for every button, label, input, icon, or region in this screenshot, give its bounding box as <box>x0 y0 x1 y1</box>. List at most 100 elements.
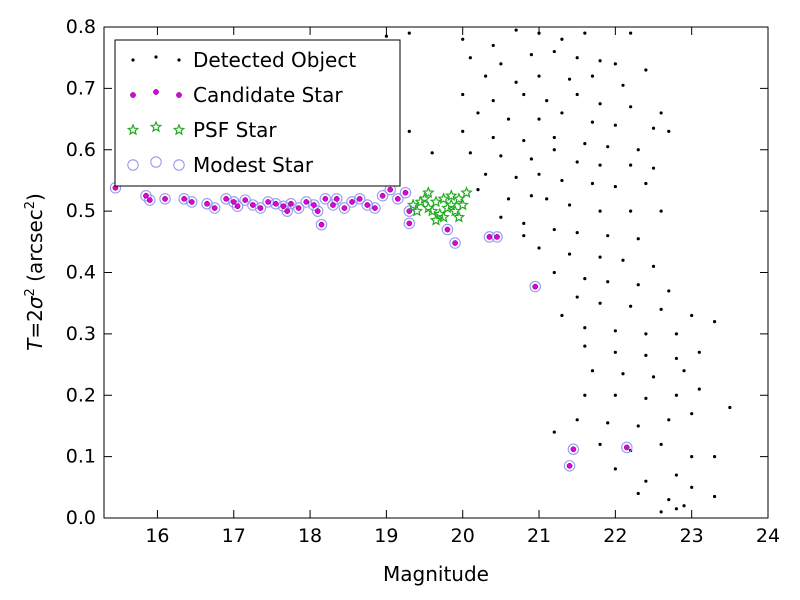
legend-marker-psf-star <box>126 120 186 136</box>
psf-star-legend-symbol <box>172 123 186 136</box>
y-tick-label: 0.7 <box>66 77 96 99</box>
modest-star-point <box>159 193 171 205</box>
psf-star-point <box>429 195 443 208</box>
detected-object-point <box>461 37 465 41</box>
legend-marker-candidate-star <box>130 89 182 98</box>
detected-object-point <box>583 277 587 281</box>
detected-object-point <box>674 332 679 336</box>
candidate-star-point <box>364 202 371 208</box>
axis-ticks: 16 17 18 19 20 21 22 23 24 0.0 0.1 0.2 0.3 0.4 0.5 0.6 0… <box>66 16 780 547</box>
psf-star-point <box>445 198 458 211</box>
detected-object-point <box>651 264 656 268</box>
psf-star-point <box>441 201 454 214</box>
legend-marker-detected-object <box>131 55 181 62</box>
candidate-star-point <box>486 234 493 240</box>
modest-star-point <box>144 194 156 206</box>
detected-object-point <box>629 105 633 109</box>
detected-object-point <box>613 467 617 471</box>
detected-object-point <box>583 326 587 330</box>
candidate-star-point <box>356 196 363 202</box>
modest-star-point <box>621 441 633 454</box>
modest-star-point <box>369 202 381 214</box>
detected-object-point <box>644 396 648 400</box>
psf-star-point <box>452 192 466 205</box>
candidate-star-point <box>330 202 336 208</box>
psf-star-point <box>452 210 466 223</box>
detected-object-point <box>621 372 625 376</box>
detected-object-point <box>575 295 579 299</box>
psf-star-point <box>437 210 450 223</box>
legend-marker-modest-star <box>127 156 185 171</box>
modest-star-point <box>311 205 324 217</box>
detected-object-point <box>484 172 488 176</box>
x-tick-label: 16 <box>145 525 169 547</box>
series-detected-object <box>384 28 732 514</box>
detected-object-point <box>575 92 579 97</box>
detected-object-point <box>598 301 602 305</box>
detected-object-point <box>491 43 495 48</box>
detected-object-point <box>697 350 701 354</box>
psf-star-point <box>437 192 450 205</box>
detected-object-point <box>636 491 640 496</box>
detected-object-point <box>461 129 465 133</box>
candidate-star-point <box>272 200 279 207</box>
modest-star-point <box>227 196 240 208</box>
detected-object-point <box>560 37 564 41</box>
x-axis-label: Magnitude <box>383 562 489 586</box>
modest-star-point <box>353 193 366 205</box>
y-axis-label: T=2σ2 (arcsec2) <box>23 193 47 351</box>
modest-star-point <box>361 199 374 211</box>
detected-object-point <box>712 320 717 324</box>
series-candidate-star <box>112 184 630 469</box>
detected-object-point <box>659 510 663 514</box>
detected-object-point <box>690 455 694 459</box>
y-label-close: ) <box>23 193 47 201</box>
candidate-star-point <box>211 205 218 211</box>
y-label-t: T <box>23 337 47 351</box>
candidate-star-point <box>314 208 321 214</box>
y-label-eq: =2 <box>23 309 47 338</box>
detected-object-point <box>514 28 518 32</box>
detected-object-point <box>644 479 648 483</box>
detected-object-point <box>659 307 663 311</box>
detected-object-point <box>667 497 671 502</box>
detected-object-point <box>583 344 587 348</box>
x-tick-label: 23 <box>680 525 704 547</box>
modest-star-point <box>178 193 190 205</box>
detected-object-point <box>598 163 602 167</box>
detected-object-point <box>522 138 526 143</box>
modest-star-point <box>441 223 454 236</box>
detected-object-point <box>529 194 534 198</box>
modest-star-point <box>281 205 293 217</box>
candidate-star-legend-symbol <box>176 92 182 98</box>
detected-object-point <box>567 252 572 256</box>
detected-object-point <box>598 209 602 213</box>
candidate-star-point <box>146 197 153 203</box>
detected-object-point <box>621 258 625 262</box>
modest-star-point <box>262 196 274 208</box>
y-label-sup2: 2 <box>23 201 38 209</box>
detected-object-point <box>636 237 640 241</box>
modest-star-point <box>208 202 221 214</box>
y-label-sup1: 2 <box>23 288 38 296</box>
detected-object-point <box>522 221 526 225</box>
detected-object-point <box>598 102 602 106</box>
detected-object-point <box>598 59 602 63</box>
detected-object-point <box>461 92 465 97</box>
detected-object-point <box>552 227 556 232</box>
psf-star-point <box>456 198 469 211</box>
candidate-star-point <box>188 199 195 205</box>
candidate-star-point <box>406 220 413 227</box>
detected-object-point <box>613 123 617 127</box>
detected-object-point <box>468 56 472 60</box>
detected-object-point <box>674 393 679 397</box>
detected-object-point <box>499 62 503 66</box>
detected-object-point <box>690 485 694 489</box>
detected-object-point <box>552 148 556 152</box>
detected-object-point <box>522 92 526 97</box>
detected-object-point <box>682 504 686 508</box>
detected-object-point <box>499 215 503 219</box>
detected-object-point <box>590 74 595 78</box>
psf-star-point <box>445 189 458 202</box>
